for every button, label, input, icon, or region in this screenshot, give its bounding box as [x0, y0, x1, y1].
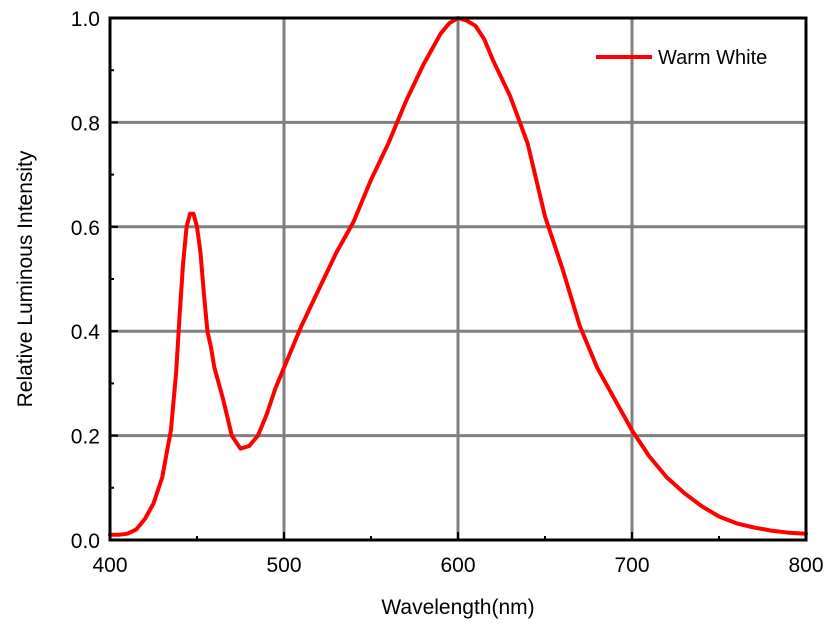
tick-labels: 400 500 600 700 800 0.0 0.2 0.4 0.6 0.8 1.0	[71, 8, 824, 577]
y-tick-label: 0.6	[71, 217, 100, 240]
legend: Warm White	[596, 47, 767, 69]
y-tick-label: 1.0	[71, 8, 100, 31]
grid-lines	[110, 18, 806, 540]
x-tick-label: 500	[266, 554, 301, 577]
y-tick-label: 0.2	[71, 426, 100, 449]
axis-ticks	[109, 17, 807, 541]
y-axis-title: Relative Luminous Intensity	[14, 150, 37, 407]
y-tick-label: 0.4	[71, 321, 101, 344]
x-tick-label: 600	[440, 554, 475, 577]
y-tick-label: 0.8	[71, 112, 100, 135]
x-tick-label: 800	[788, 554, 823, 577]
series-line-warm-white	[108, 16, 808, 537]
x-axis-title: Wavelength(nm)	[381, 596, 534, 619]
y-tick-label: 0.0	[71, 530, 100, 553]
legend-label: Warm White	[658, 47, 767, 69]
x-tick-label: 400	[92, 554, 127, 577]
x-tick-label: 700	[614, 554, 649, 577]
series-layer	[108, 16, 808, 537]
